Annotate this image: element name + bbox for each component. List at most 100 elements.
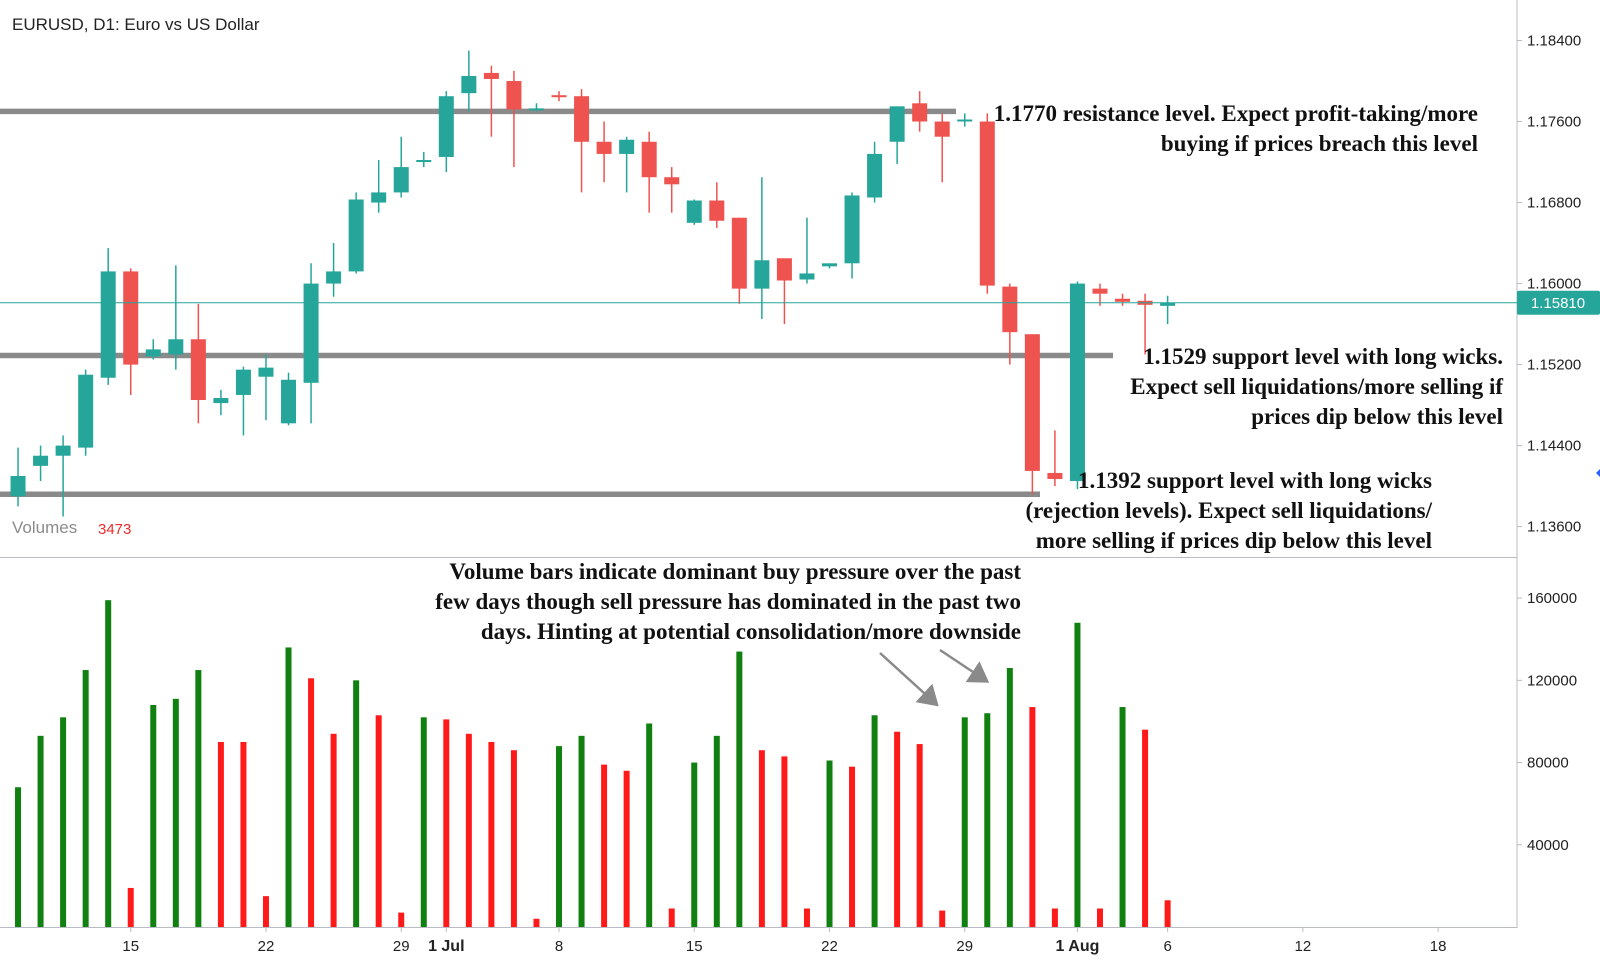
candle-body: [416, 160, 432, 163]
volume-bar: [939, 910, 946, 927]
volume-bar: [37, 735, 44, 927]
candle-body: [303, 283, 319, 383]
volume-tick-label: 40000: [1527, 837, 1569, 854]
support-1529-note-line-2: Expect sell liquidations/more selling if: [1130, 374, 1503, 399]
candle: [686, 199, 702, 225]
candle: [55, 435, 71, 517]
last-price-label: 1.15810: [1531, 295, 1585, 312]
candle: [258, 354, 274, 421]
volume-bar: [420, 717, 427, 927]
volume-bar: [578, 735, 585, 927]
volume-bar: [713, 735, 720, 927]
candle: [731, 217, 747, 304]
candle-body: [912, 103, 928, 122]
volume-bar: [353, 680, 360, 927]
volume-bar: [443, 719, 450, 927]
volume-bar: [1051, 908, 1058, 927]
volume-bar: [736, 651, 743, 927]
candle: [235, 366, 251, 436]
volume-bar: [195, 670, 202, 927]
candle-body: [78, 374, 94, 448]
candle: [123, 268, 139, 395]
candle: [912, 91, 928, 132]
date-tick-label: 15: [122, 938, 139, 955]
candle: [1024, 334, 1040, 495]
candle-body: [213, 398, 229, 404]
date-tick-label: 15: [686, 938, 703, 955]
volume-bar: [150, 705, 157, 927]
candle: [574, 89, 590, 193]
volume-note-line-1: Volume bars indicate dominant buy pressu…: [449, 559, 1021, 584]
volume-bar: [1029, 707, 1036, 927]
volume-bar: [262, 896, 269, 927]
candle-body: [686, 200, 702, 223]
support-1529-annotation: 1.1529 support level with long wicks. Ex…: [1130, 344, 1503, 429]
volume-bar: [668, 908, 675, 927]
support-1392-note-line-3: more selling if prices dip below this le…: [1036, 528, 1432, 553]
volume-bar: [1074, 622, 1081, 927]
candle: [641, 131, 657, 213]
candle-body: [438, 96, 454, 157]
volume-bar: [105, 600, 112, 927]
candle: [776, 258, 792, 325]
scroll-marker-icon: [1596, 469, 1600, 477]
price-tick-label: 1.13600: [1527, 519, 1581, 536]
candle-body: [145, 349, 161, 357]
volume-bar: [1164, 900, 1171, 927]
candle-body: [371, 192, 387, 203]
volume-axis: 160000 120000 80000 40000: [1517, 590, 1577, 854]
volume-bar: [330, 733, 337, 927]
candle: [393, 136, 409, 198]
volume-bar: [601, 764, 608, 927]
volume-bar: [217, 742, 224, 927]
candle: [957, 113, 973, 127]
candle: [844, 192, 860, 279]
candle-body: [190, 339, 206, 401]
candle: [1115, 293, 1131, 306]
candle-body: [33, 455, 49, 466]
candle: [213, 389, 229, 416]
candle-body: [506, 81, 522, 110]
volume-bar: [691, 762, 698, 927]
candle-body: [619, 139, 635, 154]
volume-bar: [308, 678, 315, 927]
candle: [1047, 430, 1063, 487]
candle: [596, 121, 612, 183]
candle-body: [483, 72, 499, 79]
volume-bar: [961, 717, 968, 927]
price-tick-label: 1.14400: [1527, 438, 1581, 455]
volume-note-line-2: few days though sell pressure has domina…: [435, 589, 1021, 614]
volume-bar: [398, 912, 405, 927]
volumes-value: 3473: [98, 521, 131, 538]
volume-bar: [871, 715, 878, 927]
date-tick-label: 8: [555, 938, 563, 955]
candle: [281, 372, 297, 426]
candle: [822, 263, 838, 269]
candle: [1002, 283, 1018, 365]
candle: [528, 103, 544, 112]
support-1529-note-line-3: prices dip below this level: [1251, 404, 1503, 429]
volume-bars: [15, 600, 1171, 927]
volume-bar: [533, 918, 540, 927]
candle-body: [1024, 334, 1040, 471]
volume-bar: [510, 750, 517, 927]
candle: [483, 65, 499, 137]
volume-bar: [623, 770, 630, 927]
price-tick-label: 1.15200: [1527, 357, 1581, 374]
volume-tick-label: 120000: [1527, 672, 1577, 689]
support-1529-note-line-1: 1.1529 support level with long wicks.: [1143, 344, 1503, 369]
volume-bar: [916, 744, 923, 927]
chart-title: EURUSD, D1: Euro vs US Dollar: [12, 15, 260, 34]
candle: [461, 50, 477, 112]
candle-body: [1160, 302, 1176, 306]
volume-bar: [15, 787, 22, 927]
date-tick-label: 22: [821, 938, 838, 955]
candle-body: [55, 445, 71, 456]
candle-body: [574, 96, 590, 142]
volume-bar: [127, 887, 134, 927]
candle: [551, 91, 567, 102]
candle: [1092, 283, 1108, 306]
annotation-arrow-2: [939, 648, 990, 683]
candle: [100, 248, 116, 385]
